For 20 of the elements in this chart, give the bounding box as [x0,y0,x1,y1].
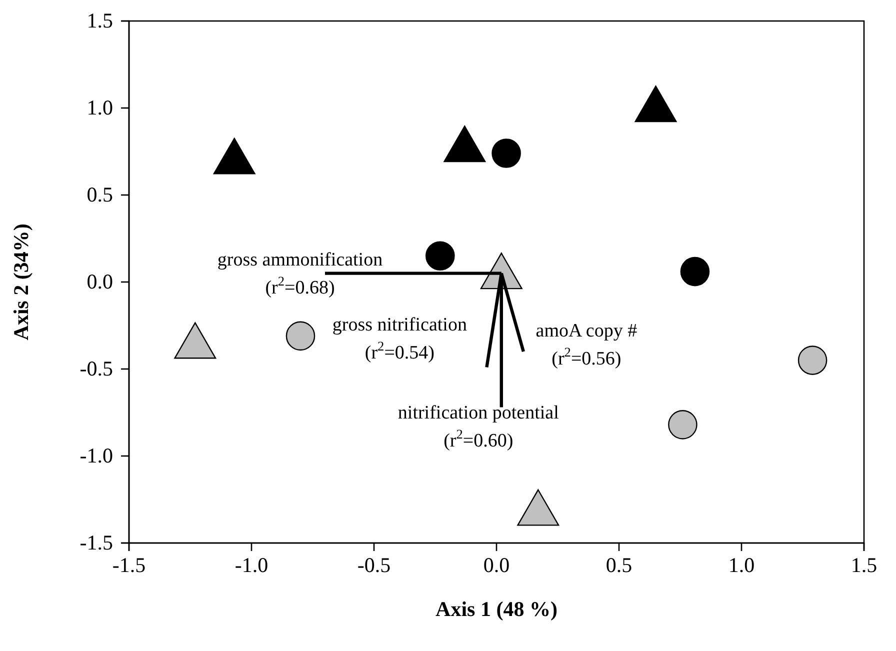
y-axis-title: Axis 2 (34%) [9,224,33,340]
series-label: gross ammonification (r$^{2}$=0.68) [217,250,384,299]
x-tick-label: 0.5 [606,552,632,577]
x-tick-label: 0.0 [483,552,510,577]
x-tick-label: -1.0 [234,552,268,577]
series-label: gross nitrification (r$^{2}$=0.54) [332,314,468,364]
x-tick-label: 1.5 [850,552,878,577]
y-tick-label: 1.5 [86,8,113,33]
y-tick-label: 0.5 [86,182,113,207]
y-tick-label: -1.0 [80,444,113,468]
x-axis-title: Axis 1 (48 %) [436,597,558,621]
y-tick-label: -0.5 [80,356,113,381]
x-tick-label: 1.0 [728,552,755,577]
y-tick-label: 1.0 [86,96,113,120]
x-tick-label: -1.5 [112,552,146,577]
y-tick-label: -1.5 [80,530,113,555]
series-label: nitrification potential (r$^{2}$=0.60) [398,402,559,452]
y-tick-label: 0.0 [86,270,113,294]
series-label: amoA copy # (r$^{2}$=0.56) [536,320,638,370]
x-tick-label: -0.5 [357,552,391,577]
